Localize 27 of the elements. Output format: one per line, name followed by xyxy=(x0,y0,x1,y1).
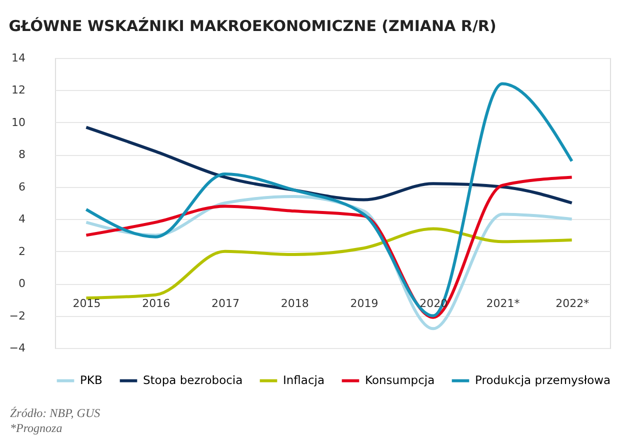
legend-label: Stopa bezrobocia xyxy=(143,372,243,387)
y-tick-label: 0 xyxy=(18,277,26,290)
legend-label: PKB xyxy=(80,372,102,387)
y-tick-label: −4 xyxy=(9,342,26,354)
legend-label: Inflacja xyxy=(283,372,325,387)
chart-title: GŁÓWNE WSKAŹNIKI MAKROEKONOMICZNE (ZMIANA R/R) xyxy=(8,17,496,35)
x-tick-label: 2018 xyxy=(280,297,309,310)
x-tick-label: 2017 xyxy=(211,297,240,310)
x-tick-label: 2019 xyxy=(350,297,378,310)
y-tick-label: 4 xyxy=(18,212,26,226)
text: *Prognoza xyxy=(10,421,62,435)
y-tick-label: 12 xyxy=(12,84,26,97)
x-tick-label: 2021* xyxy=(486,297,520,310)
y-tick-label: 8 xyxy=(18,148,26,162)
legend-label: Konsumpcja xyxy=(365,372,435,387)
y-tick-label: 2 xyxy=(18,244,26,258)
x-tick-label: 2016 xyxy=(142,297,170,310)
x-tick-label: 2015 xyxy=(72,297,101,310)
legend-label: Produkcja przemysłowa xyxy=(475,372,611,387)
text: Źródło: NBP, GUS xyxy=(10,406,100,420)
y-tick-label: 10 xyxy=(12,116,26,129)
y-tick-label: 14 xyxy=(12,52,26,64)
line-series xyxy=(84,126,574,204)
line-series xyxy=(84,227,574,300)
y-tick-label: −2 xyxy=(9,309,26,322)
y-tick-label: 6 xyxy=(18,180,26,194)
x-tick-label: 2022* xyxy=(556,297,590,310)
